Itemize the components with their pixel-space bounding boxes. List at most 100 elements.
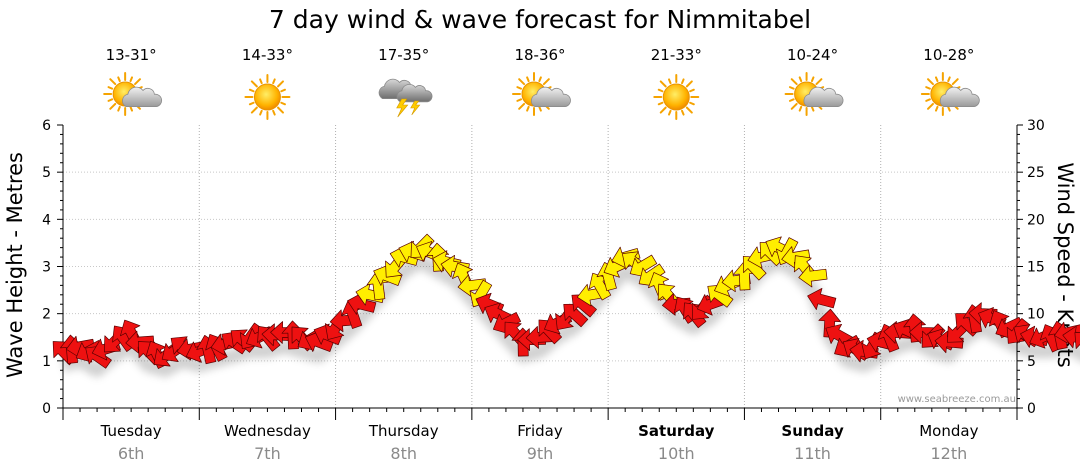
day-temperature: 10-28° — [923, 46, 974, 64]
chart-title: 7 day wind & wave forecast for Nimmitabe… — [269, 5, 811, 34]
sun-ray — [134, 78, 141, 86]
day-date: 12th — [930, 444, 967, 463]
plot-grid — [62, 125, 1018, 420]
lightning-bolt — [410, 100, 421, 116]
wind-arrow — [807, 288, 837, 310]
sun-ray — [947, 105, 951, 112]
left-axis-tick-label: 1 — [42, 354, 51, 370]
sun-ray — [689, 88, 695, 93]
right-axis-tick-label: 20 — [1027, 212, 1045, 228]
storm-icon — [378, 78, 433, 118]
left-axis-tick-label: 4 — [42, 212, 51, 228]
sun-ray — [798, 76, 803, 83]
sun-ray — [117, 105, 121, 112]
sun-icon — [653, 74, 700, 120]
sun-ray — [129, 76, 134, 83]
sun-ray — [810, 76, 815, 83]
right-axis-tick-label: 15 — [1027, 260, 1045, 276]
sun-ray — [107, 86, 114, 90]
sun-cloud-icon — [920, 72, 980, 116]
sun-ray — [689, 101, 695, 106]
sun-ray — [277, 80, 284, 88]
sun-ray — [526, 76, 530, 83]
sun-disc — [253, 83, 281, 111]
day-name: Monday — [919, 422, 978, 440]
sun-ray — [685, 80, 693, 88]
cloud-shape — [122, 86, 162, 107]
sun-ray — [280, 88, 286, 93]
sun-disc — [662, 83, 690, 111]
left-axis-tick-label: 5 — [42, 165, 51, 181]
day-date: 7th — [254, 444, 281, 463]
wind-arrow-shape — [538, 319, 563, 345]
wind-arrow — [825, 323, 854, 347]
sun-ray — [248, 101, 255, 106]
sun-ray — [659, 80, 667, 88]
day-date: 8th — [390, 444, 417, 463]
wind-arrow — [798, 264, 828, 288]
wind-arrow-shape — [798, 264, 828, 288]
right-axis-tick-label: 5 — [1027, 354, 1036, 370]
right-axis: 0 5 10 15 20 25 30 — [1016, 118, 1045, 417]
sun-ray — [934, 105, 939, 112]
weather-icons: 13-31° 14-33° 17-35° 18-36° 21-33° 10-24° 10-2… — [103, 46, 980, 120]
day-date: 9th — [527, 444, 554, 463]
day-date: 11th — [794, 444, 831, 463]
right-axis-tick-label: 25 — [1027, 165, 1045, 181]
wind-arrow — [347, 292, 377, 315]
sun-ray — [659, 106, 667, 114]
cloud-shape — [531, 86, 571, 107]
sun-ray — [815, 78, 823, 86]
day-name: Thursday — [368, 422, 439, 440]
wind-arrow-shape — [85, 345, 112, 369]
sun-ray — [927, 102, 934, 110]
day-temperature: 10-24° — [787, 46, 838, 64]
sun-ray — [272, 109, 276, 116]
sun-ray — [934, 76, 939, 83]
left-axis-tick-label: 3 — [42, 260, 51, 276]
sun-ray — [117, 76, 121, 83]
sun-ray — [810, 105, 815, 112]
sun-ray — [925, 98, 931, 102]
sun-ray — [681, 78, 685, 85]
wind-arrow-shape — [347, 292, 377, 315]
day-temperature: 21-33° — [651, 46, 702, 64]
day-date: 6th — [118, 444, 145, 463]
sun-ray — [951, 78, 959, 86]
sun-ray — [538, 76, 542, 83]
sun-ray — [657, 88, 664, 93]
sun-ray — [109, 102, 117, 110]
right-axis-tick-label: 30 — [1027, 118, 1045, 134]
sun-ray — [668, 78, 672, 85]
sun-ray — [277, 106, 284, 114]
sun-ray — [250, 80, 258, 88]
sun-ray — [109, 78, 117, 86]
day-temperature: 17-35° — [378, 46, 429, 64]
wind-arrow-shape — [707, 284, 734, 308]
cloud-shape — [396, 83, 433, 103]
right-axis-tick-label: 10 — [1027, 307, 1045, 323]
sun-ray — [798, 105, 803, 112]
day-labels: Tuesday 6th Wednesday 7th Thursday 8th Friday 9… — [100, 422, 979, 463]
sun-ray — [681, 109, 685, 116]
sun-ray — [788, 86, 795, 90]
sun-ray — [518, 78, 526, 86]
left-axis-label: Wave Height - Metres — [3, 152, 27, 378]
day-name: Friday — [517, 422, 563, 440]
lightning-bolt — [396, 98, 409, 118]
wind-arrow-shape — [563, 303, 589, 328]
sun-ray — [107, 98, 114, 102]
wind-arrow-shape — [825, 323, 854, 347]
cloud-shape — [939, 86, 980, 107]
sun-ray — [516, 98, 523, 102]
day-name: Saturday — [638, 422, 715, 440]
sun-ray — [947, 76, 951, 83]
sun-ray — [280, 101, 286, 106]
sun-ray — [129, 105, 134, 112]
right-axis-tick-label: 0 — [1027, 401, 1036, 417]
day-name: Tuesday — [100, 422, 162, 440]
sun-ray — [790, 102, 798, 110]
sun-ray — [272, 78, 276, 85]
sun-ray — [248, 88, 255, 93]
